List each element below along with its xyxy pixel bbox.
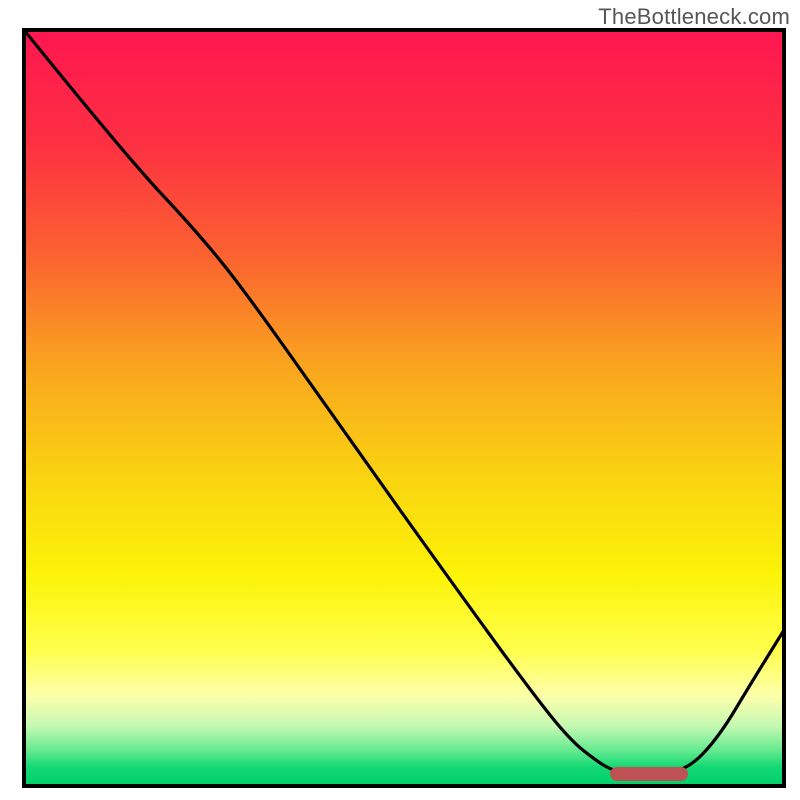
plot-background xyxy=(24,30,784,786)
watermark-text: TheBottleneck.com xyxy=(598,4,790,30)
optimal-marker xyxy=(610,767,688,781)
bottleneck-chart xyxy=(0,0,800,800)
chart-container: TheBottleneck.com xyxy=(0,0,800,800)
